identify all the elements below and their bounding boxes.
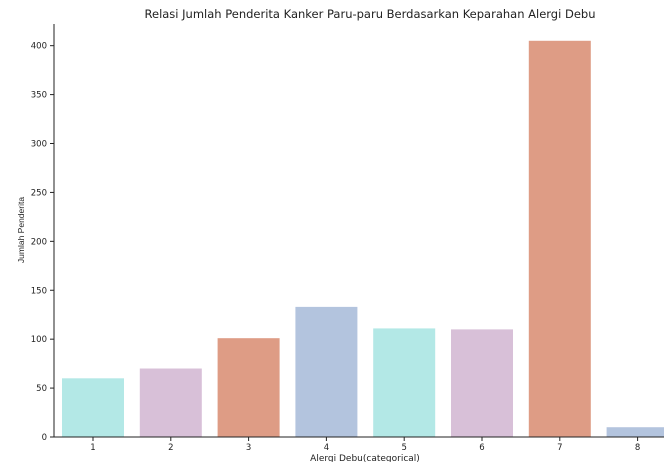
y-tick-label: 0 [42,433,47,443]
x-tick-label: 1 [90,443,95,453]
y-tick-label: 250 [31,188,47,198]
bar-6 [451,329,513,437]
chart-title: Relasi Jumlah Penderita Kanker Paru-paru… [145,7,596,21]
bars [62,40,664,437]
bar-3 [217,338,280,437]
bar-2 [139,368,202,437]
x-tick-label: 2 [168,443,173,453]
x-axis: 1 2 3 4 5 6 7 8 [90,437,640,453]
y-axis: 0 50 100 150 200 250 300 350 400 [31,42,54,443]
y-tick-label: 100 [31,335,47,345]
y-axis-label: Jumlah Penderita [16,197,26,263]
x-tick-label: 7 [557,443,562,453]
x-axis-label: Alergi Debu(categorical) [310,454,420,462]
y-tick-label: 350 [31,91,47,101]
x-tick-label: 5 [401,443,406,453]
x-tick-label: 6 [479,443,484,453]
bar-8 [606,427,664,437]
y-tick-label: 200 [31,237,47,247]
bar-5 [373,328,436,437]
x-tick-label: 4 [324,443,329,453]
y-tick-label: 50 [36,384,47,394]
bar-1 [62,378,124,437]
y-tick-label: 300 [31,140,47,150]
x-tick-label: 3 [246,443,251,453]
y-tick-label: 400 [31,42,47,52]
x-tick-label: 8 [635,443,640,453]
bar-7 [528,40,591,437]
bar-4 [295,306,358,437]
y-tick-label: 150 [31,286,47,296]
